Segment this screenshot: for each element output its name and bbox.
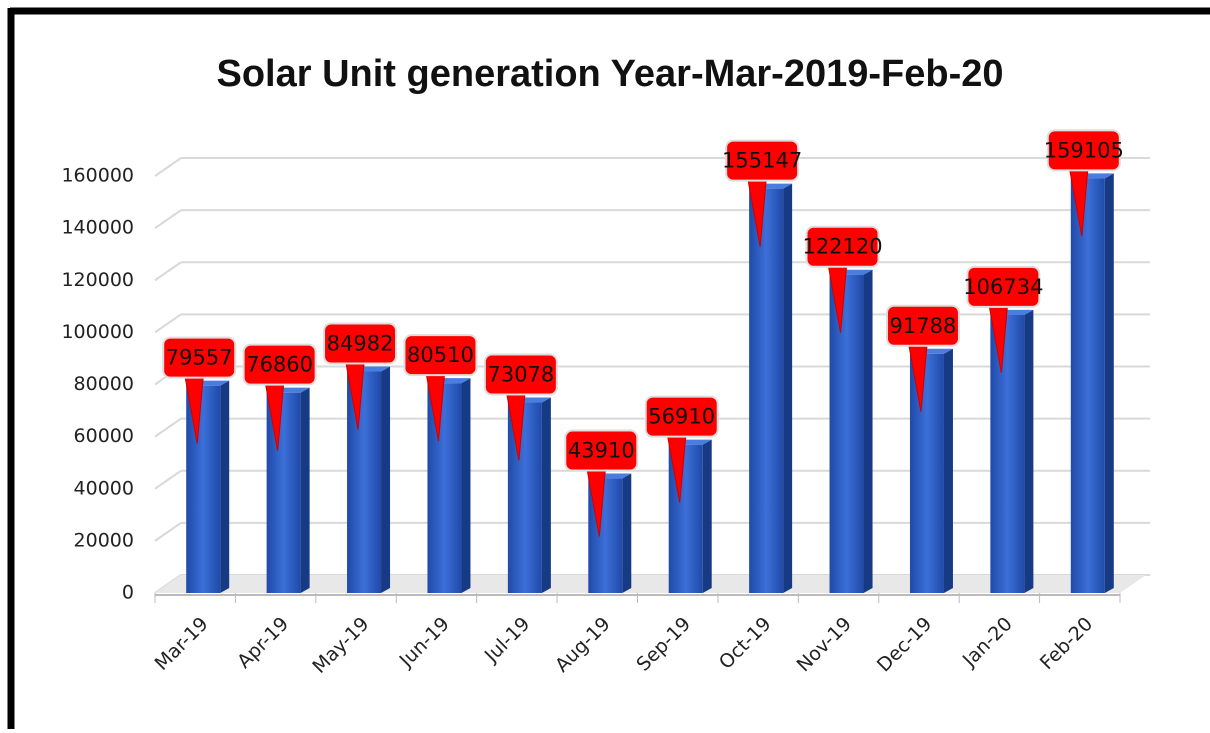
- bar-side: [220, 380, 230, 593]
- bar: [909, 353, 944, 593]
- data-label: 73078: [487, 363, 554, 387]
- bar-side: [381, 366, 391, 593]
- y-tick-label: 160000: [61, 165, 134, 187]
- y-tick-label: 20000: [74, 529, 134, 551]
- y-tick-label: 80000: [74, 373, 134, 395]
- grid-line: [154, 157, 182, 177]
- data-label: 91788: [890, 314, 957, 338]
- data-label-box: [403, 334, 478, 377]
- data-label: 43910: [568, 439, 635, 463]
- grid-line: [154, 417, 182, 438]
- data-label-box: [483, 353, 558, 396]
- bar-side: [943, 348, 953, 593]
- y-tick-label: 0: [122, 582, 134, 604]
- bar-side: [541, 397, 551, 593]
- data-label: 122120: [802, 235, 882, 259]
- data-label-box: [323, 322, 398, 365]
- data-label: 106734: [963, 275, 1043, 299]
- data-label-box: [805, 225, 880, 268]
- data-label-box: [725, 139, 800, 182]
- data-label-box: [885, 304, 960, 347]
- bar-side: [863, 269, 873, 593]
- bar: [990, 314, 1025, 593]
- bar: [507, 402, 542, 593]
- bar-side: [1024, 309, 1034, 593]
- bar-side: [783, 183, 793, 593]
- bar-side: [1104, 173, 1114, 594]
- data-label: 76860: [246, 353, 313, 377]
- data-label-box: [242, 343, 317, 386]
- y-tick-label: 100000: [61, 321, 134, 343]
- data-label-box: [966, 265, 1041, 308]
- bar: [1070, 178, 1105, 594]
- data-label: 56910: [648, 405, 715, 429]
- floor: [155, 575, 1146, 593]
- data-label: 84982: [327, 332, 394, 356]
- data-label-box: [1046, 129, 1121, 172]
- bar: [829, 274, 864, 593]
- chart-title: Solar Unit generation Year-Mar-2019-Feb-…: [217, 53, 1004, 95]
- grid-line: [154, 522, 182, 542]
- y-tick-label: 120000: [61, 269, 134, 291]
- bar: [266, 392, 301, 593]
- bar-side: [702, 439, 712, 593]
- y-tick-label: 60000: [74, 425, 134, 447]
- bar: [347, 371, 382, 593]
- data-label: 79557: [166, 346, 233, 370]
- data-label: 80510: [407, 343, 474, 367]
- bar-side: [300, 387, 310, 593]
- data-label-box: [162, 336, 237, 379]
- bar: [186, 385, 221, 593]
- data-label-box: [564, 429, 639, 472]
- bar: [749, 188, 784, 593]
- y-tick-label: 40000: [74, 477, 134, 499]
- bar: [427, 383, 462, 593]
- grid-line: [154, 469, 182, 490]
- data-label-box: [644, 395, 719, 438]
- grid-line: [154, 261, 182, 282]
- bar-side: [461, 378, 471, 593]
- grid-line: [154, 313, 182, 334]
- y-tick-label: 140000: [61, 217, 134, 239]
- data-label: 155147: [722, 149, 802, 173]
- grid-line: [154, 209, 182, 229]
- data-label: 159105: [1044, 138, 1124, 162]
- bar-side: [622, 473, 632, 593]
